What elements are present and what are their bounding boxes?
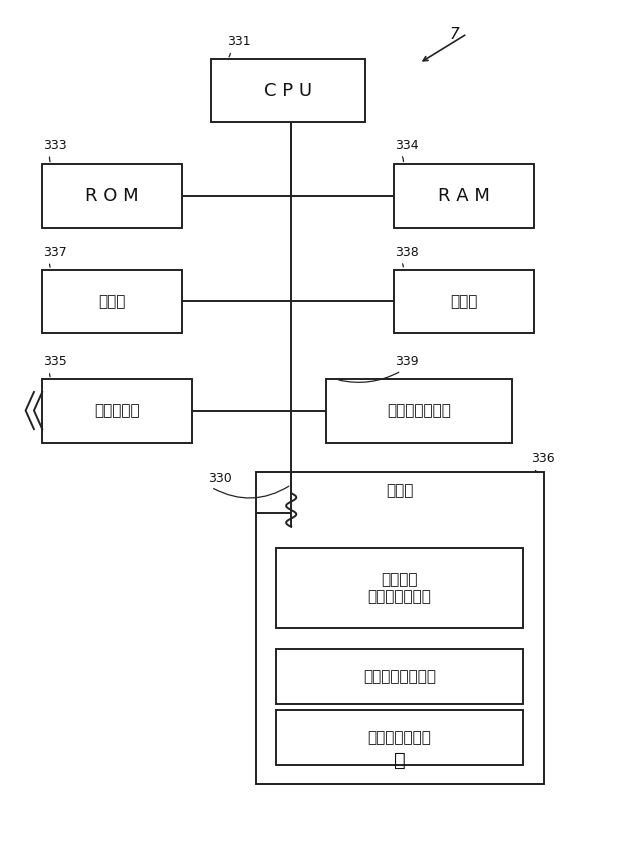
- Text: 333: 333: [44, 139, 67, 152]
- Bar: [211, 59, 365, 122]
- Text: 335: 335: [44, 356, 67, 368]
- Text: C P U: C P U: [264, 82, 312, 99]
- Text: 決済端末
処理プログラム: 決済端末 処理プログラム: [368, 572, 431, 604]
- Text: R A M: R A M: [438, 187, 490, 205]
- Text: 339: 339: [395, 356, 419, 368]
- Text: 331: 331: [227, 35, 251, 48]
- Text: 記憶部: 記憶部: [387, 483, 413, 498]
- Text: リーダライタ部: リーダライタ部: [387, 404, 451, 418]
- Bar: [326, 379, 512, 443]
- Text: 取引情報記憶部: 取引情報記憶部: [368, 730, 431, 744]
- Bar: [276, 548, 523, 628]
- Text: 販売者ＩＤ記憶部: 販売者ＩＤ記憶部: [363, 669, 436, 684]
- Text: 7: 7: [449, 27, 460, 42]
- Bar: [42, 379, 192, 443]
- Text: 330: 330: [208, 472, 232, 485]
- Text: R O M: R O M: [85, 187, 139, 205]
- Bar: [394, 164, 534, 228]
- Bar: [276, 710, 523, 765]
- Text: 通信制御部: 通信制御部: [94, 404, 140, 418]
- Text: 出力部: 出力部: [451, 294, 477, 309]
- Text: ・: ・: [394, 751, 406, 770]
- Bar: [276, 649, 523, 704]
- Text: 入力部: 入力部: [99, 294, 125, 309]
- Text: 338: 338: [395, 246, 419, 259]
- Bar: [394, 270, 534, 333]
- Bar: [256, 472, 544, 784]
- Bar: [42, 270, 182, 333]
- Text: 334: 334: [395, 139, 419, 152]
- Bar: [42, 164, 182, 228]
- Text: 337: 337: [44, 246, 67, 259]
- Text: 336: 336: [531, 453, 555, 465]
